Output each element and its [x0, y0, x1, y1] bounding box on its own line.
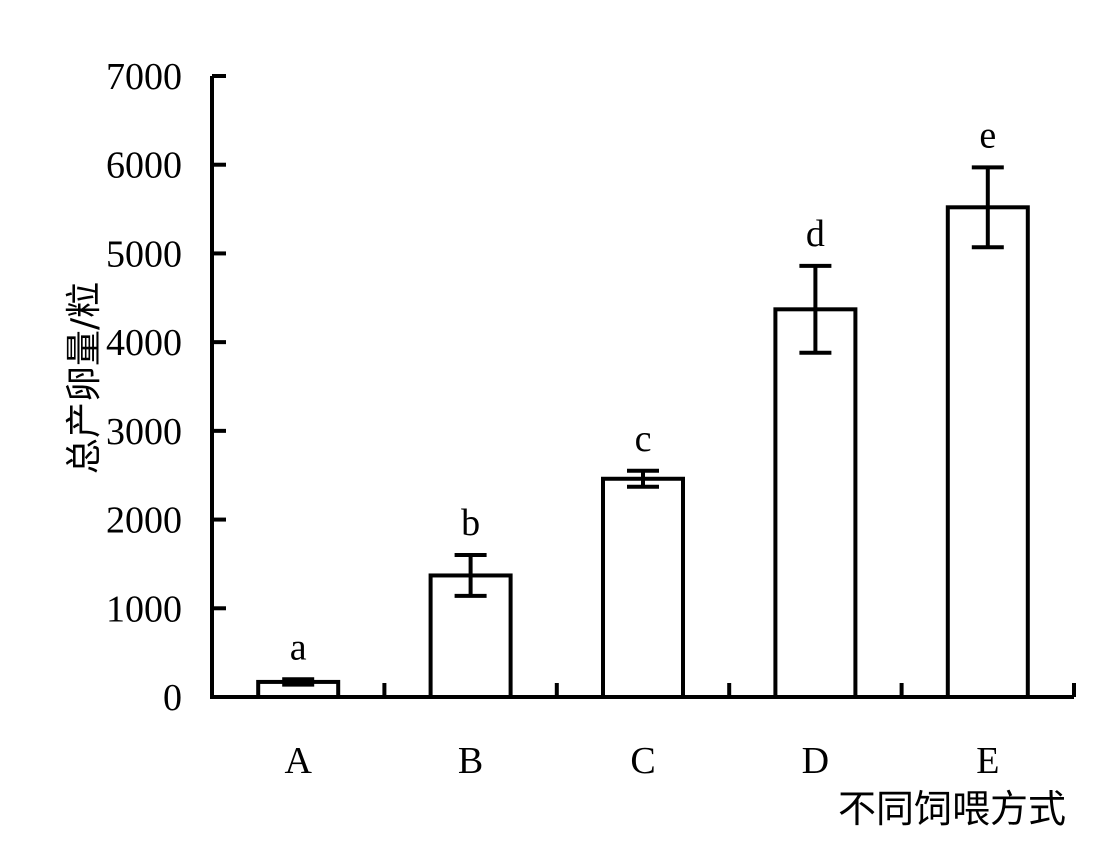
y-tick-label: 6000 [106, 145, 182, 187]
labels-group: a Ab Bc Cd De E [284, 114, 999, 782]
significance-label-D: d [806, 213, 825, 255]
significance-label-C: c [635, 418, 652, 460]
x-axis-label: 不同饲喂方式 [838, 787, 1066, 831]
y-tick-label: 4000 [106, 322, 182, 364]
significance-label-B: b [461, 502, 480, 544]
x-tick-label-C: C [630, 740, 655, 782]
y-tick-label: 3000 [106, 411, 182, 453]
x-tick-label-D: D [802, 740, 829, 782]
y-tick-label: 5000 [106, 233, 182, 275]
bar-C [601, 476, 685, 699]
y-tick-label: 1000 [106, 588, 182, 630]
bar-D [773, 307, 858, 699]
bars-group [256, 165, 1030, 700]
significance-label-E: e [979, 114, 996, 156]
x-tick-label-A: A [284, 740, 312, 782]
y-axis-label: 总产卵量/粒 [64, 282, 105, 474]
y-tick-label: 0 [163, 677, 182, 719]
bar-E [945, 205, 1030, 699]
x-tick-label-E: E [976, 740, 999, 782]
y-tick-label: 2000 [106, 500, 182, 542]
y-tick-label: 7000 [106, 56, 182, 98]
x-tick-label-B: B [458, 740, 483, 782]
significance-label-A: a [290, 626, 307, 668]
axes: 0 1000 2000 3000 4000 5000 6000 7000 [106, 56, 1076, 719]
